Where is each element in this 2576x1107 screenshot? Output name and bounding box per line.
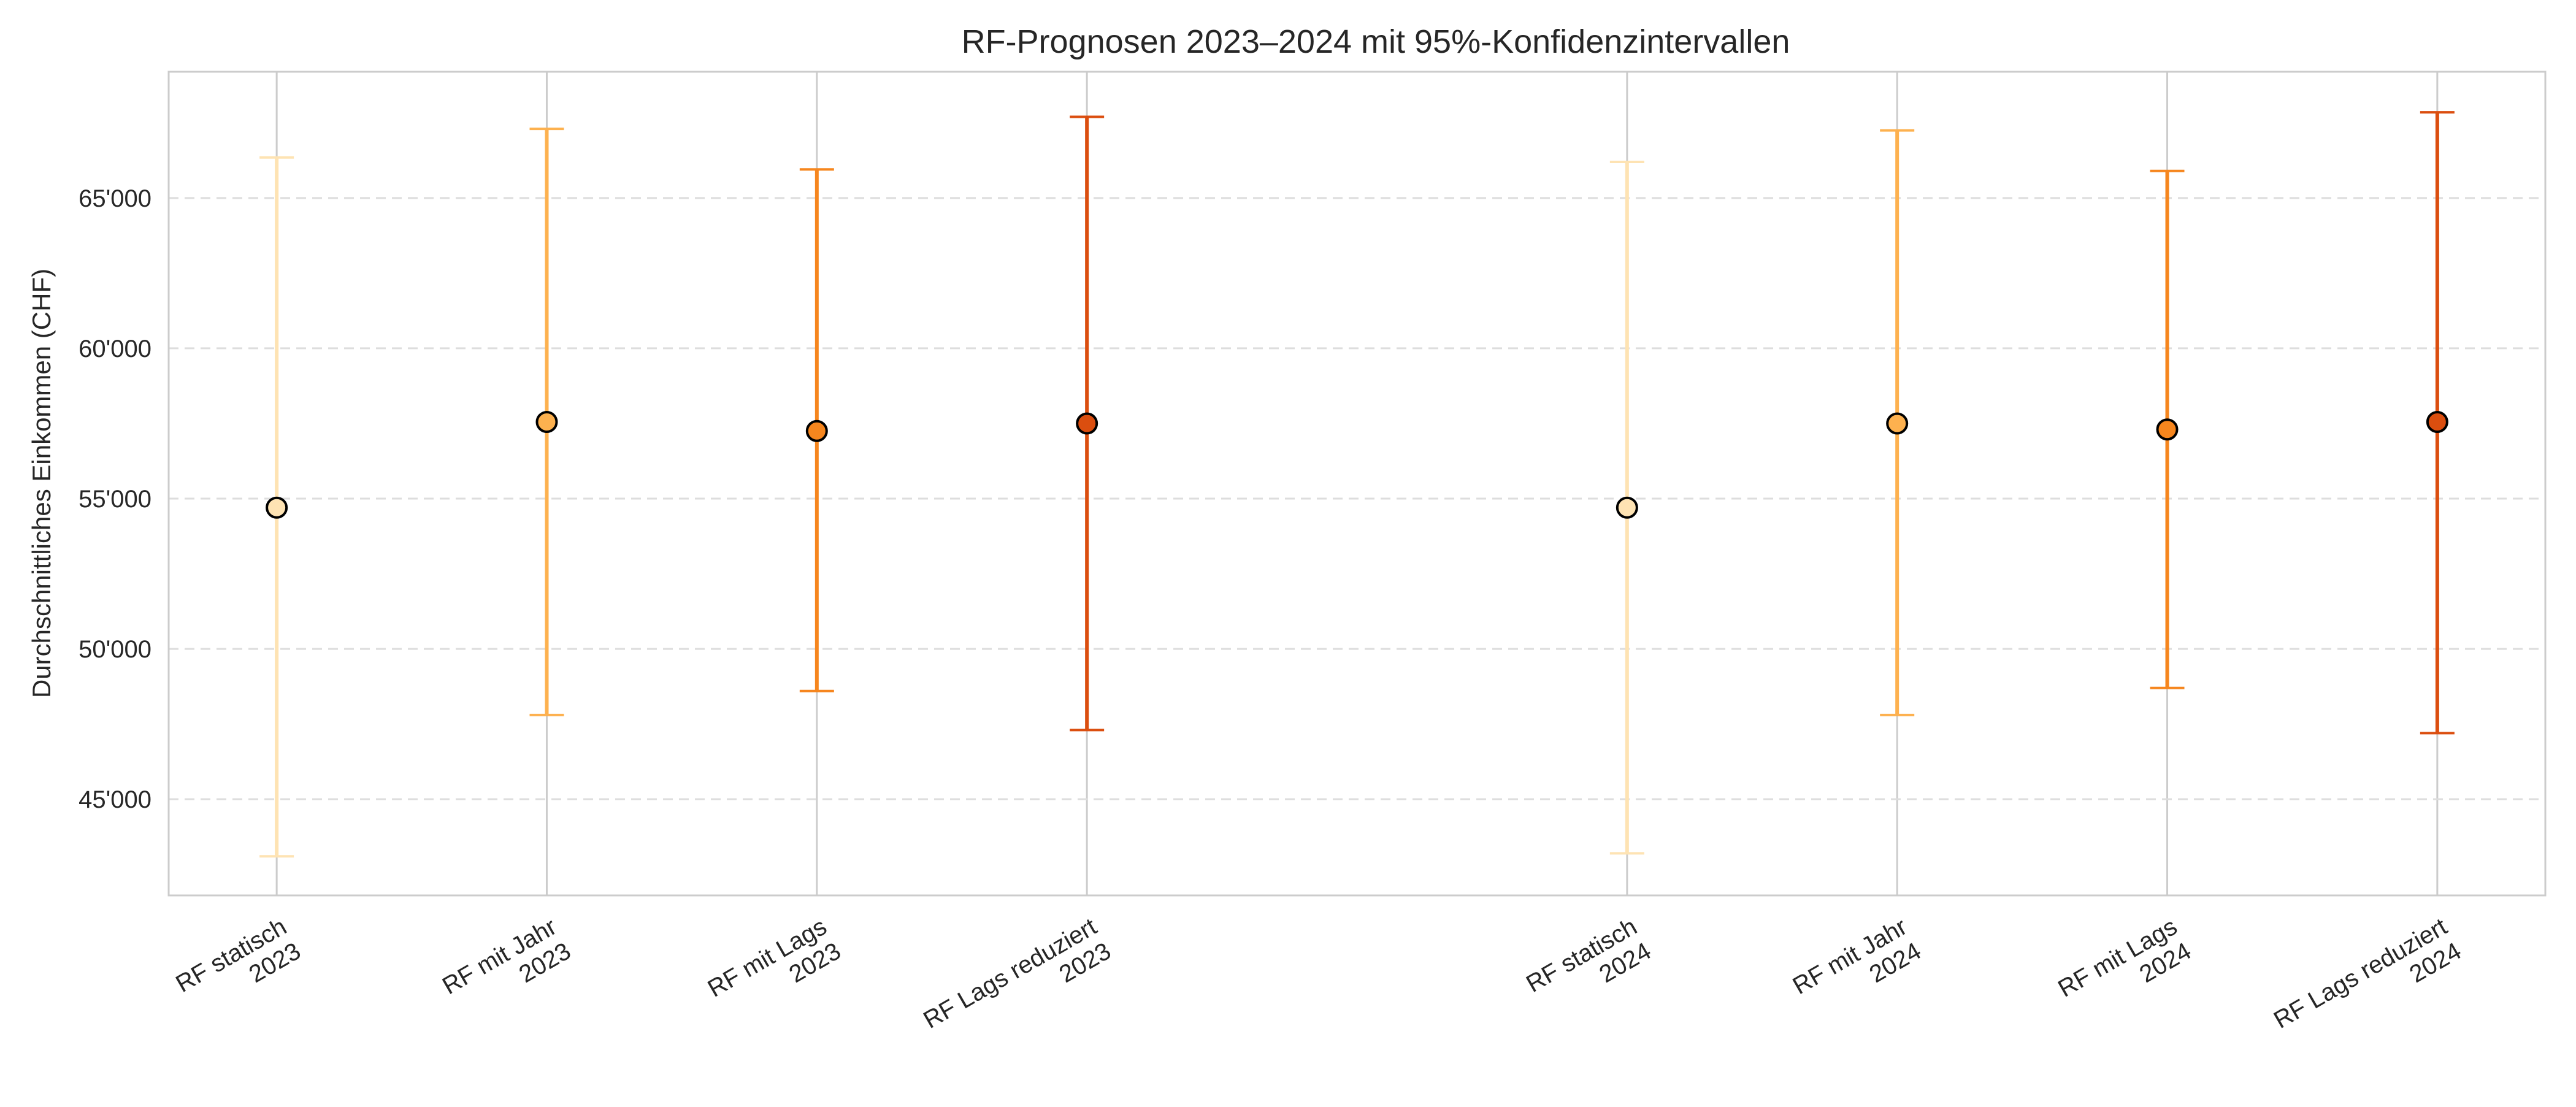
y-tick-label-0: 45'000 [79, 786, 151, 813]
point-marker-0 [266, 496, 288, 519]
point-marker-5 [1886, 412, 1909, 435]
point-marker-4 [1616, 496, 1638, 519]
point-marker-3 [1076, 412, 1098, 435]
point-marker-6 [2156, 418, 2179, 441]
y-tick-label-2: 55'000 [79, 486, 151, 513]
point-marker-2 [805, 419, 828, 442]
y-tick-label-4: 65'000 [79, 185, 151, 212]
point-marker-7 [2426, 411, 2448, 434]
y-tick-label-1: 50'000 [79, 636, 151, 663]
y-tick-label-3: 60'000 [79, 335, 151, 362]
plot-frame [167, 71, 2547, 897]
chart-title: RF-Prognosen 2023–2024 mit 95%-Konfidenz… [962, 23, 1790, 60]
y-axis-label: Durchschnittliches Einkommen (CHF) [27, 269, 56, 698]
point-marker-1 [535, 411, 558, 434]
marks-layer [259, 111, 2455, 858]
